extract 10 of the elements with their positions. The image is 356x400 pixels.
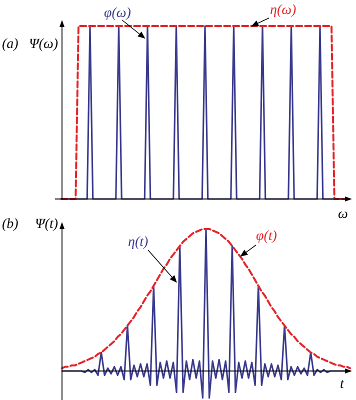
- text: (a): [2, 37, 19, 52]
- series-label: φ(t): [256, 229, 278, 244]
- x-axis-title: ω: [338, 207, 348, 222]
- x-axis-title: t: [340, 377, 345, 392]
- text: η(t): [128, 235, 148, 250]
- series-label: η(ω): [270, 3, 296, 18]
- series-label: φ(ω): [104, 6, 132, 21]
- y-axis-title: Ψ(t): [34, 217, 58, 232]
- chart-title: (b): [2, 217, 19, 232]
- y-axis-title: Ψ(ω): [28, 37, 58, 52]
